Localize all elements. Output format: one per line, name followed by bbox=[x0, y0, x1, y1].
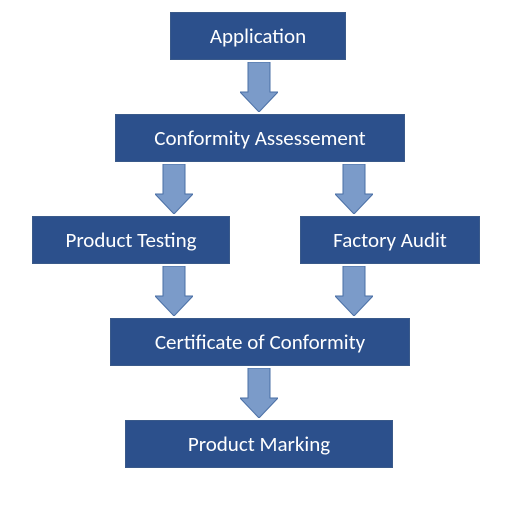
node-label: Application bbox=[210, 23, 306, 49]
arrow-down-icon bbox=[335, 266, 373, 321]
node-conformity: Conformity Assessement bbox=[115, 114, 405, 162]
arrow-down-icon bbox=[240, 62, 278, 117]
arrow-down-icon bbox=[155, 266, 193, 321]
node-label: Product Testing bbox=[65, 227, 196, 253]
node-label: Factory Audit bbox=[333, 227, 447, 253]
node-product-testing: Product Testing bbox=[32, 216, 230, 264]
arrow-down-icon bbox=[335, 164, 373, 219]
node-label: Conformity Assessement bbox=[154, 125, 365, 151]
node-product-marking: Product Marking bbox=[125, 420, 393, 468]
node-certificate: Certificate of Conformity bbox=[110, 318, 410, 366]
arrow-down-icon bbox=[155, 164, 193, 219]
node-application: Application bbox=[170, 12, 346, 60]
node-factory-audit: Factory Audit bbox=[300, 216, 480, 264]
arrow-down-icon bbox=[240, 368, 278, 423]
node-label: Product Marking bbox=[188, 431, 330, 457]
node-label: Certificate of Conformity bbox=[155, 329, 365, 355]
